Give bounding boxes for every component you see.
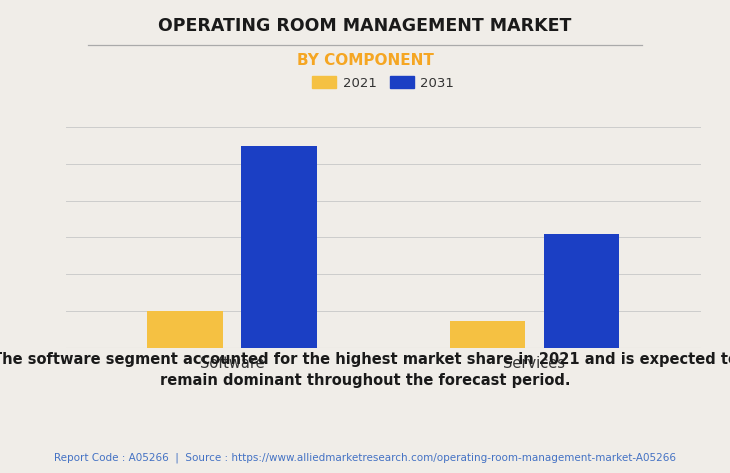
Text: Report Code : A05266  |  Source : https://www.alliedmarketresearch.com/operating: Report Code : A05266 | Source : https://… <box>54 452 676 463</box>
Bar <box>241 146 317 348</box>
Text: OPERATING ROOM MANAGEMENT MARKET: OPERATING ROOM MANAGEMENT MARKET <box>158 17 572 35</box>
Text: BY COMPONENT: BY COMPONENT <box>296 53 434 68</box>
Legend: 2021, 2031: 2021, 2031 <box>307 71 459 95</box>
Bar <box>450 321 526 348</box>
Text: The software segment accounted for the highest market share in 2021 and is expec: The software segment accounted for the h… <box>0 352 730 388</box>
Bar <box>147 311 223 348</box>
Bar <box>544 234 619 348</box>
